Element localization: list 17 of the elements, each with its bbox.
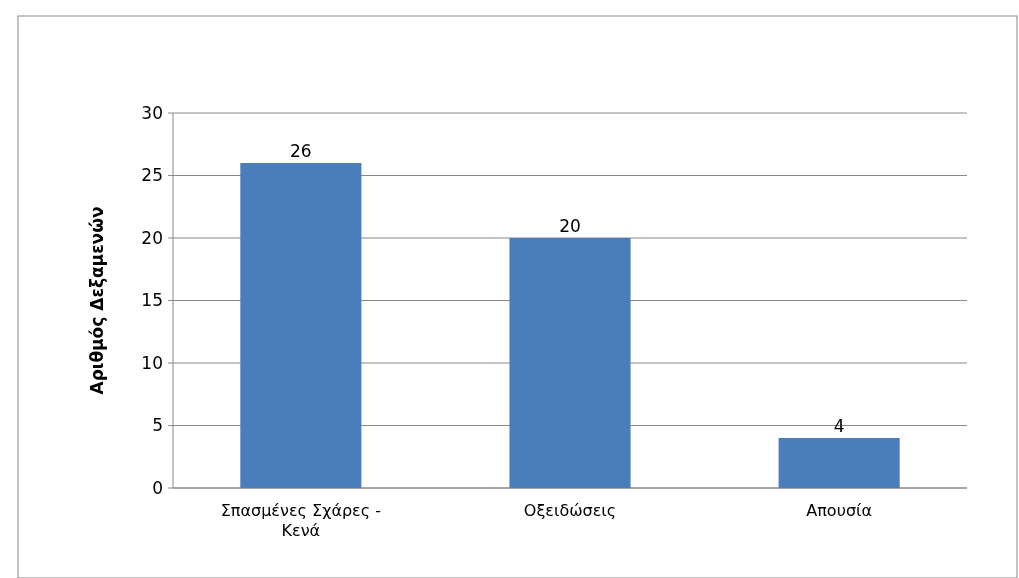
x-tick-label: Σπασμένες Σχάρες - Κενά [220,501,381,540]
y-tick-label: 25 [141,165,163,186]
y-tick-label: 10 [141,352,163,373]
x-tick-label: Απουσία [806,501,873,520]
y-axis-title: Αριθμός Δεξαμενών [87,206,107,395]
bar [778,438,900,488]
data-label: 26 [290,141,312,161]
data-label: 4 [833,416,845,436]
data-label: 20 [559,216,581,236]
y-tick-label: 0 [152,477,163,498]
y-tick-label: 5 [152,415,163,436]
y-tick-label: 20 [141,227,163,248]
x-tick-label: Οξειδώσεις [523,501,617,520]
bar [509,238,631,488]
y-tick-label: 30 [141,102,163,123]
bar [240,163,362,488]
y-tick-label: 15 [141,290,163,311]
